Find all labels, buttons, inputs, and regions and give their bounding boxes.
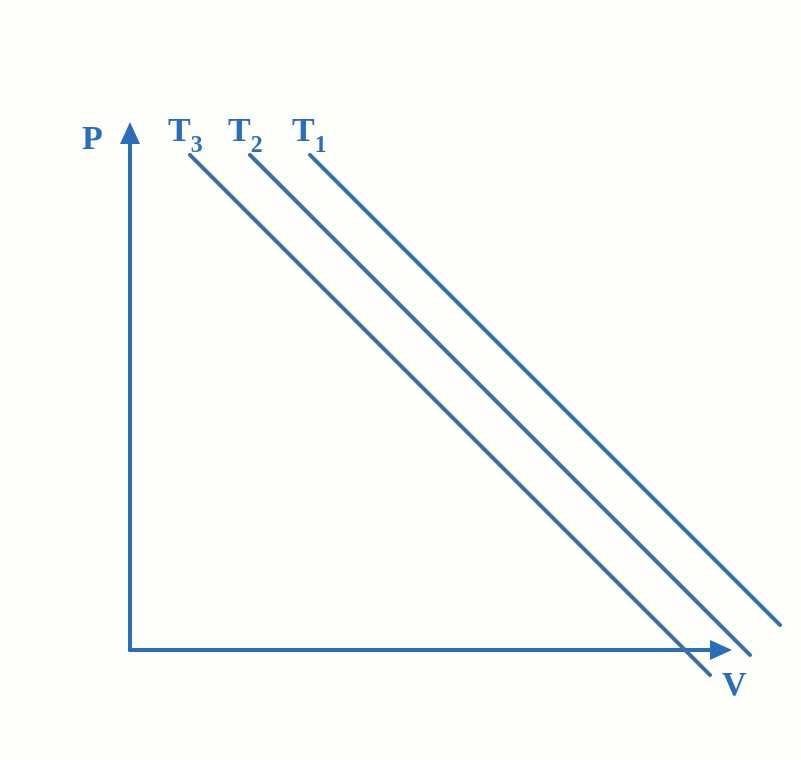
curve-line-t2 [250,155,750,655]
curve-label-t3-sub: 3 [191,132,203,158]
curve-label-t1: T1 [292,112,327,156]
y-axis-label: P [82,120,103,158]
x-axis-arrow-icon [710,640,732,660]
curve-label-t2-main: T [228,112,251,149]
curve-label-t1-sub: 1 [315,132,327,158]
diagram-svg [50,60,801,760]
curve-label-t3-main: T [168,112,191,149]
curve-label-t1-main: T [292,112,315,149]
curve-line-t1 [310,155,780,625]
curve-label-t3: T3 [168,112,203,156]
curve-label-t2-sub: 2 [251,132,263,158]
curve-line-t3 [190,155,710,675]
pv-diagram [50,60,750,680]
y-axis-arrow-icon [120,122,140,144]
curve-label-t2: T2 [228,112,263,156]
x-axis-label: V [722,666,747,704]
